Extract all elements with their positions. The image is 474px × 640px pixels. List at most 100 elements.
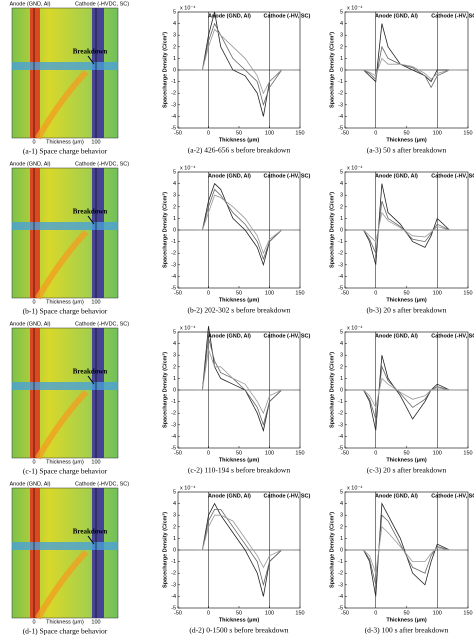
anode-label: Anode (GND, Al) [10,481,51,487]
y-tick-label: 3 [173,193,176,199]
anode-label: Anode (GND, Al) [375,493,418,499]
y-tick-label: 4 [173,21,176,27]
heatmap-cathode-band [92,8,104,138]
y-tick-label: 1 [173,376,176,382]
series-line [196,509,294,587]
x-tick-label: 100 [265,450,274,456]
cathode-label: Cathode (-HV, SC) [431,493,474,499]
y-axis-label: Spacecharge Density (C/cm³) [328,352,335,428]
x-tick-label: -50 [174,290,182,296]
x-axis-label: Thickness (μm) [386,297,427,303]
cathode-label: Cathode (-HV, SC) [264,13,311,19]
caption: (c-2) 110-194 s before breakdown [188,466,290,475]
x-axis-label: Thickness (μm) [46,459,84,465]
y-tick-label: 0 [173,547,176,553]
x-tick-label: 100 [91,459,100,465]
y-tick-label: 5 [173,489,176,495]
x-tick-label: 0 [374,290,377,296]
y-tick-label: 4 [173,181,176,187]
y-tick-label: -2 [171,91,176,97]
y-axis-label: Spacecharge Density (C/cm³) [328,192,335,268]
heatmap-anode-band [30,8,40,138]
anode-label: Anode (GND, Al) [10,161,51,167]
y-tick-label: -4 [171,274,176,280]
breakdown-arrow [87,535,95,545]
x-tick-label: 100 [91,139,100,145]
x-tick-label: 0 [207,130,210,136]
x-tick-label: 150 [295,290,304,296]
y-tick-label: -5 [171,605,176,611]
x-tick-label: 100 [265,290,274,296]
heatmap-anode-band [30,328,40,458]
y-tick-label: 5 [340,9,343,15]
breakdown-label: Breakdown [73,48,108,56]
y-tick-label: 2 [340,204,343,210]
series-line [196,337,294,427]
y-tick-label: -2 [338,91,343,97]
y-tick-label: 2 [340,524,343,530]
cathode-label: Cathode (-HV, SC) [264,173,311,179]
anode-label: Anode (GND, Al) [208,493,251,499]
heatmap-cathode-band [92,168,104,298]
x-tick-label: 0 [374,130,377,136]
x-tick-label: 0 [32,459,35,465]
cathode-label: Cathode (-HV, SC) [431,333,474,339]
x-tick-label: 50 [236,450,242,456]
y-tick-label: -1 [338,79,343,85]
x-axis-label: Thickness (μm) [219,297,260,303]
y-tick-label: 2 [173,204,176,210]
y-tick-label: 1 [173,216,176,222]
caption: (b-2) 202-302 s before breakdown [188,306,291,315]
heatmap-streak [35,549,89,620]
y-tick-label: 0 [173,387,176,393]
y-tick-label: -2 [171,251,176,257]
x-tick-label: 100 [433,130,442,136]
y-tick-label: -3 [338,102,343,108]
x-tick-label: 0 [207,290,210,296]
cathode-label: Cathode (-HVDC, SC) [75,161,129,167]
y-tick-label: 4 [340,181,343,187]
y-tick-label: 5 [340,329,343,335]
x-tick-label: 150 [463,130,472,136]
y-tick-label: 5 [340,489,343,495]
caption: (b-3) 20 s after breakdown [367,306,447,315]
breakdown-label: Breakdown [73,208,108,216]
y-scale: x 10⁻⁴ [347,324,363,331]
y-tick-label: -5 [338,445,343,451]
breakdown-label: Breakdown [73,368,108,376]
y-scale: x 10⁻⁴ [347,164,363,171]
y-scale: x 10⁻⁴ [180,4,196,11]
x-tick-label: -50 [174,450,182,456]
series-line [363,355,462,431]
y-tick-label: 2 [173,44,176,50]
y-tick-label: -4 [338,274,343,280]
cathode-label: Cathode (-HVDC, SC) [75,481,129,487]
series-line [363,365,462,420]
anode-label: Anode (GND, Al) [208,13,251,19]
caption: (a-2) 426-656 s before breakdown [188,146,291,155]
series-line [196,11,294,117]
y-axis-label: Spacecharge Density (C/cm³) [328,32,335,108]
y-tick-label: -4 [338,594,343,600]
y-scale: x 10⁻⁴ [180,484,196,491]
y-tick-label: 3 [340,33,343,39]
y-tick-label: 3 [340,513,343,519]
y-tick-label: 2 [173,364,176,370]
anode-label: Anode (GND, Al) [375,173,418,179]
y-tick-label: -4 [338,114,343,120]
y-tick-label: -3 [338,262,343,268]
y-tick-label: 4 [340,21,343,27]
heatmap-cathode-band [92,488,104,618]
caption: (a-1) Space charge behavior [23,147,108,156]
y-tick-label: -1 [338,559,343,565]
y-tick-label: 1 [340,216,343,222]
cathode-label: Cathode (-HVDC, SC) [75,1,129,7]
y-tick-label: -1 [338,399,343,405]
x-tick-label: 100 [265,130,274,136]
x-tick-label: 150 [463,610,472,616]
y-tick-label: 1 [340,376,343,382]
x-tick-label: 0 [32,619,35,625]
caption: (c-3) 20 s after breakdown [367,466,447,475]
y-tick-label: -1 [171,79,176,85]
y-tick-label: 0 [340,387,343,393]
